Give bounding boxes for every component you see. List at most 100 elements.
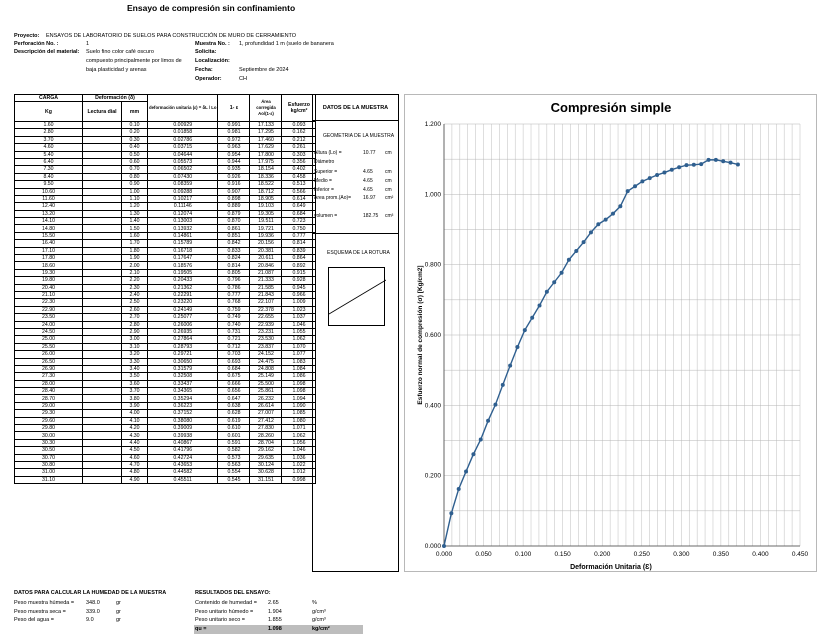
table-row: 24.00 2.80 0.26006 0.740 22.939 1.046: [14, 320, 317, 329]
volumen-value: 182.75: [363, 213, 379, 219]
x-tick-label: 0.300: [673, 551, 690, 558]
data-point: [544, 289, 549, 294]
superior-unit: cm: [385, 169, 392, 175]
esfuerzo-cell: 1.084: [281, 364, 317, 374]
area-cell: 22.378: [249, 305, 283, 315]
table-row: 26.50 3.30 0.30650 0.693 24.475 1.083: [14, 357, 317, 366]
axes: [443, 124, 800, 547]
x-tick-label: 0.050: [475, 551, 492, 558]
y-tick-label: 1.200: [425, 121, 442, 128]
area-cell: 29.635: [249, 453, 283, 462]
unitaria-cell: 0.17647: [146, 254, 219, 263]
result-value: 1.904: [268, 609, 282, 615]
esfuerzo-cell: 1.062: [281, 335, 317, 344]
area-cell: 25.861: [249, 387, 283, 396]
esfuerzo-cell: 0.892: [281, 261, 317, 270]
data-point: [449, 511, 454, 516]
unitaria-cell: 0.14861: [146, 231, 219, 241]
one-minus-e-cell: 0.759: [217, 305, 251, 315]
data-point: [508, 363, 513, 368]
header-kg: Kg: [14, 101, 83, 122]
one-minus-e-cell: 0.749: [217, 313, 251, 322]
mm-cell: 4.70: [121, 460, 148, 470]
humedad-unit: gr: [116, 600, 121, 606]
carga-cell: 10.60: [14, 187, 83, 196]
unitaria-cell: 0.41796: [146, 446, 219, 455]
result-unit: %: [312, 600, 317, 606]
unitaria-cell: 0.27864: [146, 335, 219, 344]
unitaria-cell: 0.08359: [146, 180, 219, 189]
table-row: 14.80 1.50 0.13932 0.861 19.721 0.750: [14, 224, 317, 233]
table-row: 27.30 3.50 0.32508 0.675 25.149 1.086: [14, 372, 317, 381]
esfuerzo-cell: 0.839: [281, 246, 317, 256]
carga-cell: 29.60: [14, 416, 83, 426]
solicita-label: Solicita:: [195, 49, 217, 55]
one-minus-e-cell: 0.656: [217, 387, 251, 396]
inferior-value: 4.65: [363, 187, 373, 193]
result-value: 1.855: [268, 617, 282, 623]
descripcion-line: compuesto principalmente por limos de: [86, 58, 182, 64]
data-point: [515, 344, 520, 349]
data-point: [522, 328, 527, 333]
one-minus-e-cell: 0.610: [217, 423, 251, 433]
lectura-cell: [82, 468, 122, 477]
table-row: 19.30 2.10 0.19505 0.805 21.087 0.915: [14, 268, 317, 278]
unitaria-cell: 0.19505: [146, 268, 219, 278]
area-cell: 22.107: [249, 298, 283, 307]
table-row: 22.90 2.60 0.24149 0.759 22.378 1.023: [14, 305, 317, 315]
unitaria-cell: 0.35294: [146, 394, 219, 403]
area-cell: 25.149: [249, 372, 283, 381]
area-cell: 31.151: [249, 475, 283, 485]
data-point: [684, 163, 689, 168]
data-point: [625, 189, 630, 194]
mm-cell: 4.80: [121, 468, 148, 477]
mm-cell: 0.30: [121, 135, 148, 145]
mm-cell: 2.10: [121, 268, 148, 278]
unitaria-cell: 0.42724: [146, 453, 219, 462]
area-cell: 17.460: [249, 135, 283, 145]
unitaria-cell: 0.25077: [146, 313, 219, 322]
one-minus-e-cell: 0.824: [217, 254, 251, 263]
carga-cell: 22.30: [14, 298, 83, 307]
result-label: Peso unitario seco =: [195, 617, 245, 623]
mm-cell: 1.10: [121, 194, 148, 204]
mm-cell: 0.40: [121, 143, 148, 152]
esfuerzo-cell: 1.062: [281, 431, 317, 440]
unitaria-cell: 0.34365: [146, 387, 219, 396]
lectura-cell: [82, 409, 122, 418]
data-point: [537, 303, 542, 308]
result-label: Peso unitario húmedo =: [195, 609, 254, 615]
lectura-cell: [82, 209, 122, 219]
one-minus-e-cell: 0.582: [217, 446, 251, 455]
unitaria-cell: 0.21362: [146, 283, 219, 293]
mm-cell: 1.50: [121, 224, 148, 233]
unitaria-cell: 0.10217: [146, 194, 219, 204]
mm-cell: 3.50: [121, 372, 148, 381]
esfuerzo-cell: 0.458: [281, 172, 317, 182]
table-row: 22.30 2.50 0.23220 0.768 22.107 1.009: [14, 298, 317, 307]
carga-cell: 30.00: [14, 431, 83, 440]
area-unit: cm²: [385, 195, 394, 201]
lectura-cell: [82, 290, 122, 300]
esfuerzo-cell: 0.356: [281, 157, 317, 167]
lectura-cell: [82, 283, 122, 293]
lectura-cell: [82, 254, 122, 263]
esfuerzo-cell: 0.303: [281, 150, 317, 159]
superior-value: 4.65: [363, 169, 373, 175]
mm-cell: 2.60: [121, 305, 148, 315]
table-row: 16.40 1.70 0.15789 0.842 20.156 0.814: [14, 239, 317, 248]
proyecto-label: Proyecto:: [14, 33, 40, 39]
table-row: 24.50 2.90 0.26935 0.731 23.231 1.055: [14, 327, 317, 337]
esfuerzo-cell: 1.070: [281, 342, 317, 352]
one-minus-e-cell: 0.693: [217, 357, 251, 366]
esfuerzo-cell: 1.077: [281, 350, 317, 359]
operador-value: CH: [239, 76, 247, 82]
data-point: [471, 452, 476, 457]
carga-cell: 14.10: [14, 217, 83, 226]
y-axis-label: Esfuerzo normal de compresión (σ) [Kg/cm…: [417, 265, 424, 404]
table-row: 6.40 0.60 0.05573 0.944 17.975 0.356: [14, 157, 317, 167]
x-tick-label: 0.100: [515, 551, 532, 558]
data-point: [721, 159, 726, 164]
data-point: [728, 160, 733, 165]
unitaria-cell: 0.24149: [146, 305, 219, 315]
